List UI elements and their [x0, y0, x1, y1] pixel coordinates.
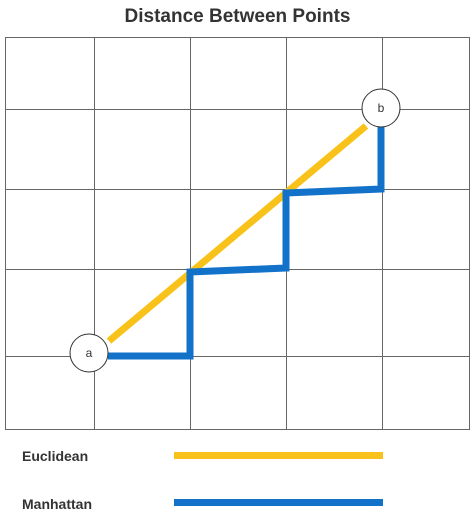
point-a: a: [69, 333, 109, 373]
legend-manhattan-label: Manhattan: [22, 496, 92, 512]
legend-euclidean-swatch: [174, 452, 383, 459]
legend-euclidean-label: Euclidean: [22, 448, 89, 464]
point-a-label: a: [86, 346, 93, 360]
diagram-title: Distance Between Points: [124, 6, 351, 27]
grid-border: [5, 37, 470, 430]
euclidean-path: [106, 123, 369, 344]
legend-manhattan-swatch: [174, 499, 383, 506]
point-b-label: b: [378, 101, 385, 115]
point-a-circle: [69, 333, 109, 373]
point-b: b: [361, 88, 401, 128]
point-b-circle: [361, 88, 401, 128]
manhattan-path: [108, 127, 385, 360]
